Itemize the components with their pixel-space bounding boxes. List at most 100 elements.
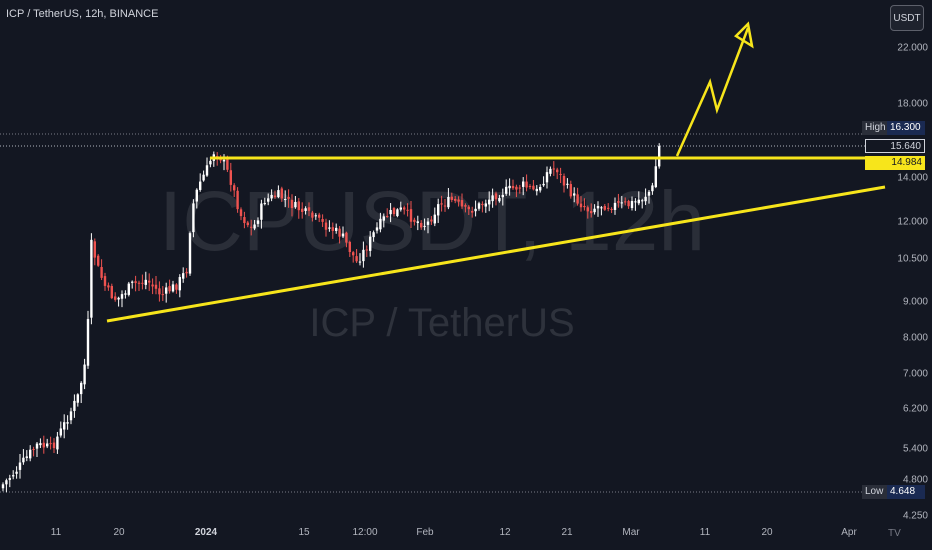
- candle-body: [379, 218, 382, 230]
- candle-body: [484, 203, 487, 207]
- candle-body: [267, 198, 270, 202]
- candle-body: [90, 239, 93, 318]
- candle-body: [39, 443, 42, 446]
- candle-body: [498, 198, 501, 202]
- symbol-title[interactable]: ICP / TetherUS, 12h, BINANCE: [6, 8, 159, 20]
- candle-body: [236, 190, 239, 210]
- time-tick: 11: [699, 527, 711, 538]
- candle-body: [562, 175, 566, 186]
- projection-arrowhead: [734, 21, 754, 49]
- candle-body: [321, 219, 324, 222]
- candle-body: [318, 214, 321, 218]
- candle-body: [600, 207, 603, 209]
- candle-body: [355, 256, 358, 262]
- candle-body: [471, 210, 474, 213]
- candle-body: [137, 282, 141, 284]
- candle-body: [144, 279, 147, 285]
- candle-body: [603, 206, 606, 210]
- candle-body: [467, 206, 470, 210]
- candle-body: [348, 241, 351, 253]
- candle-body: [460, 200, 464, 207]
- candle-body: [505, 186, 508, 194]
- candle-body: [501, 194, 504, 198]
- candle-body: [324, 222, 328, 230]
- candle-body: [188, 233, 192, 274]
- candle-body: [59, 428, 62, 436]
- candle-body: [590, 210, 593, 214]
- low-value-tag: 4.648: [887, 485, 925, 499]
- candlestick-series: [1, 143, 661, 493]
- time-tick: 12: [499, 527, 511, 538]
- candle-body: [5, 480, 8, 485]
- candle-body: [556, 169, 559, 173]
- candle-body: [433, 214, 436, 224]
- candle-body: [338, 228, 341, 237]
- candle-body: [406, 209, 409, 211]
- high-label-tag: High: [862, 121, 887, 135]
- price-tick: 6.200: [902, 403, 928, 415]
- candle-body: [454, 198, 457, 201]
- candle-body: [610, 208, 613, 210]
- candle-body: [474, 208, 477, 212]
- candle-body: [579, 203, 583, 208]
- candle-body: [18, 462, 22, 470]
- candle-body: [535, 188, 538, 192]
- candle-body: [552, 168, 555, 170]
- time-tick: Feb: [416, 527, 434, 538]
- candle-body: [545, 172, 549, 183]
- candle-body: [426, 221, 430, 225]
- candle-body: [46, 443, 49, 447]
- candle-body: [630, 201, 634, 209]
- candle-body: [508, 185, 511, 189]
- candle-body: [641, 200, 644, 202]
- candle-body: [634, 201, 637, 203]
- candle-body: [511, 185, 515, 189]
- candle-body: [382, 216, 385, 221]
- candle-body: [566, 183, 569, 185]
- candle-body: [651, 185, 654, 192]
- tradingview-logo[interactable]: TV: [888, 528, 901, 539]
- candle-body: [229, 170, 232, 185]
- currency-button[interactable]: USDT: [890, 5, 924, 31]
- candle-body: [80, 382, 83, 395]
- candle-body: [365, 249, 368, 251]
- candle-body: [69, 411, 73, 421]
- price-tick: 14.000: [897, 172, 928, 184]
- candle-body: [525, 181, 528, 188]
- candle-body: [423, 225, 426, 227]
- candle-body: [440, 203, 443, 205]
- candle-body: [32, 449, 35, 451]
- candle-body: [141, 282, 144, 284]
- candle-body: [430, 219, 433, 222]
- candle-body: [42, 442, 45, 448]
- time-tick: 20: [113, 527, 125, 538]
- projection-arrow-path[interactable]: [675, 27, 750, 157]
- candle-body: [83, 364, 86, 385]
- candle-body: [107, 285, 110, 288]
- price-tick: 8.000: [902, 332, 928, 344]
- candle-body: [576, 194, 579, 204]
- candle-body: [362, 249, 365, 262]
- candle-body: [372, 232, 375, 238]
- candle-body: [25, 456, 28, 458]
- candle-body: [559, 173, 562, 175]
- candle-body: [100, 267, 103, 278]
- candle-body: [627, 200, 630, 207]
- candle-body: [185, 271, 188, 274]
- candle-body: [375, 227, 379, 231]
- candle-body: [8, 478, 11, 480]
- price-tick: 7.000: [902, 368, 928, 380]
- candle-body: [103, 276, 107, 286]
- level-price-tag: 14.984: [865, 156, 925, 170]
- price-tick: 22.000: [897, 42, 928, 54]
- candle-body: [518, 187, 521, 189]
- candle-body: [307, 207, 311, 211]
- candle-body: [654, 166, 657, 188]
- ascending-trendline[interactable]: [106, 185, 886, 323]
- drawings-layer[interactable]: [106, 21, 886, 323]
- candle-body: [239, 209, 243, 217]
- price-tick: 4.250: [902, 510, 928, 522]
- candle-body: [280, 188, 283, 199]
- time-tick: 11: [50, 527, 62, 538]
